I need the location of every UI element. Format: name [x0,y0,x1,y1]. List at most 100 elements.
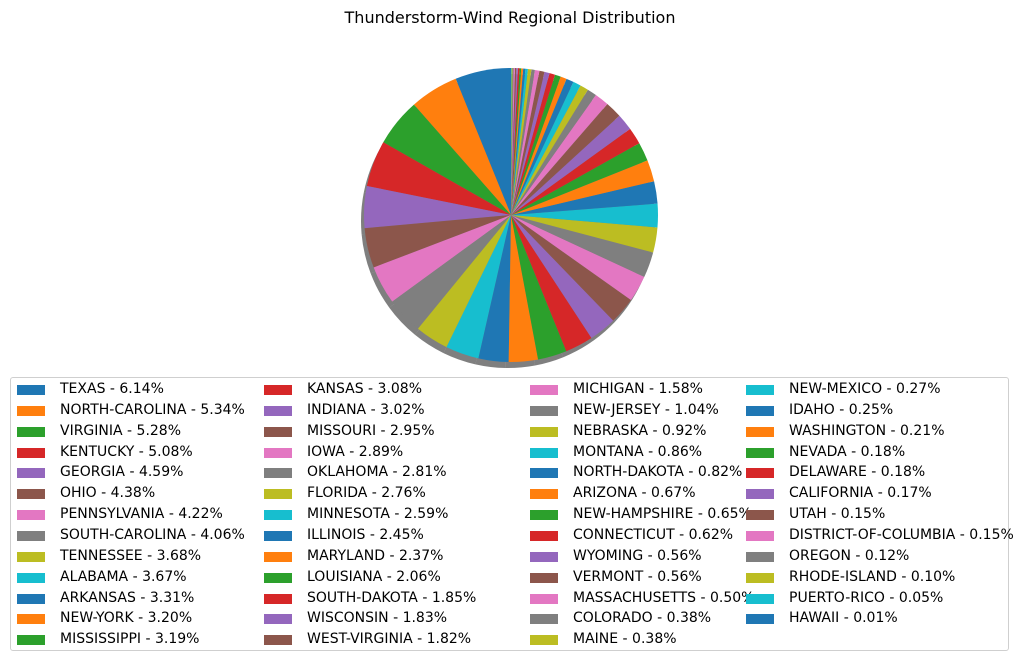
pie-slice-2 [383,104,511,215]
pie-slice-30 [511,78,574,216]
pie-slice-10 [478,215,511,362]
legend-swatch [530,426,558,437]
legend-label: NEBRASKA - 0.92% [573,422,707,439]
pie-slice-39 [511,68,528,216]
legend-label: PENNSYLVANIA - 4.22% [60,506,223,523]
pie-slice-32 [511,74,561,215]
pie-slice-45 [511,68,517,215]
legend-swatch [530,510,558,521]
pie-slice-27 [511,89,596,215]
legend-label: MISSISSIPPI - 3.19% [60,631,200,648]
legend-swatch [17,551,45,562]
legend-swatch [746,572,774,583]
pie-slice-31 [511,76,567,215]
pie-slice-18 [511,215,658,253]
pie-slice-15 [511,215,631,321]
legend-swatch [746,593,774,604]
legend-swatch [746,468,774,479]
legend-label: SOUTH-DAKOTA - 1.85% [307,589,477,606]
legend-label: GEORGIA - 4.59% [60,464,184,481]
pie-slice-4 [363,186,511,229]
legend-swatch [17,593,45,604]
pie-slice-17 [511,215,654,277]
legend-swatch [530,530,558,541]
legend-swatch [17,572,45,583]
pie-slice-48 [511,68,513,215]
legend-swatch [530,468,558,479]
legend-label: MINNESOTA - 2.59% [307,506,449,523]
pie-slice-14 [511,215,614,339]
legend-swatch [17,510,45,521]
pie-slice-38 [511,68,532,215]
legend-swatch [264,614,292,625]
legend-label: INDIANA - 3.02% [307,401,425,418]
legend-label: NEW-JERSEY - 1.04% [573,401,719,418]
legend-swatch [530,614,558,625]
legend-swatch [17,468,45,479]
legend-swatch [264,635,292,646]
legend-swatch [17,405,45,416]
pie-slice-16 [511,215,645,300]
pie-slice-29 [511,81,581,215]
pie-slice-47 [511,68,514,215]
legend-swatch [746,614,774,625]
legend-label: NORTH-DAKOTA - 0.82% [573,464,743,481]
legend-label: DISTRICT-OF-COLUMBIA - 0.15% [789,526,1014,543]
legend-swatch [746,510,774,521]
pie-slice-49 [511,67,512,215]
legend-label: FLORIDA - 2.76% [307,485,426,502]
pie-chart [360,67,658,368]
legend-label: NORTH-CAROLINA - 5.34% [60,401,245,418]
legend-swatch [530,572,558,583]
pie-slice-43 [511,68,520,215]
legend-label: KENTUCKY - 5.08% [60,443,193,460]
legend-swatch [264,468,292,479]
pie-slice-0 [455,68,511,215]
legend-swatch [530,489,558,500]
legend-swatch [746,551,774,562]
legend-swatch [264,447,292,458]
legend-label: CALIFORNIA - 0.17% [789,485,932,502]
legend-label: HAWAII - 0.01% [789,610,898,627]
pie-slice-28 [511,85,588,215]
legend-swatch [17,447,45,458]
pie-slice-36 [511,69,540,216]
legend-swatch [530,405,558,416]
legend-label: WASHINGTON - 0.21% [789,422,945,439]
legend-label: KANSAS - 3.08% [307,381,423,397]
legend-label: RHODE-ISLAND - 0.10% [789,568,956,585]
pie-slice-12 [511,215,567,360]
legend-label: ARIZONA - 0.67% [573,485,696,502]
legend-swatch [17,614,45,625]
legend-label: MAINE - 0.38% [573,631,677,648]
legend-swatch [530,385,558,395]
legend-swatch [530,551,558,562]
legend-label: UTAH - 0.15% [789,506,886,523]
legend-swatch [746,530,774,541]
legend-label: LOUISIANA - 2.06% [307,568,441,585]
pie-slice-35 [511,70,545,215]
legend-label: NEW-HAMPSHIRE - 0.65% [573,506,752,523]
legend-label: IDAHO - 0.25% [789,401,894,418]
pie-slice-37 [511,69,535,216]
pie-slice-41 [511,68,524,215]
pie-slice-46 [511,68,515,216]
legend-label: VIRGINIA - 5.28% [60,422,182,439]
legend-label: NEVADA - 0.18% [789,443,906,460]
pie-slice-44 [511,68,518,215]
legend-swatch [264,489,292,500]
legend-swatch [264,510,292,521]
legend-label: ILLINOIS - 2.45% [307,526,424,543]
legend-label: TENNESSEE - 3.68% [60,547,202,564]
legend-label: CONNECTICUT - 0.62% [573,526,734,543]
legend-swatch [746,405,774,416]
legend-swatch [264,551,292,562]
legend-swatch [264,426,292,437]
legend-label: WEST-VIRGINIA - 1.82% [307,631,472,648]
legend-label: COLORADO - 0.38% [573,610,712,627]
legend-swatch [17,426,45,437]
pie-slice-19 [511,203,658,228]
pie-slice-20 [511,181,658,215]
pie-slice-34 [511,71,550,216]
legend: TEXAS - 6.14% NORTH-CAROLINA - 5.34% VIRGI… [10,377,1014,651]
